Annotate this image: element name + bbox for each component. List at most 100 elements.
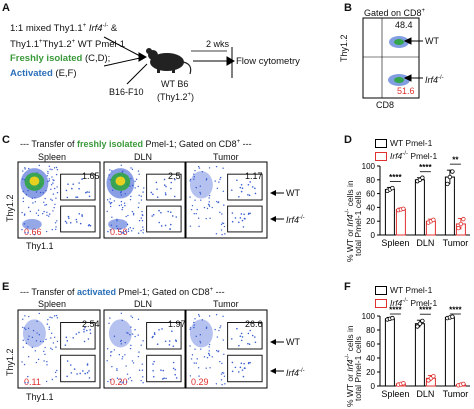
panel-c-plot-1-dot xyxy=(53,187,56,190)
panel-c-title: --- Transfer of freshly isolated Pmel-1;… xyxy=(20,137,252,149)
panel-e-plot-1-dot xyxy=(56,340,59,343)
readout-label: Flow cytometry xyxy=(236,56,300,67)
panel-c-plot-3-dot xyxy=(219,176,222,179)
panel-d-legend-wt-swatch xyxy=(375,139,387,149)
panel-b-gated: Gated on CD8+ xyxy=(364,6,425,18)
panel-b-ko-sup: -/- xyxy=(438,75,444,81)
panel-c-plot-3-dot xyxy=(217,201,220,203)
mix-line2-a: Thy1.1 xyxy=(10,39,40,51)
panel-e-plot-2-dot xyxy=(127,378,130,380)
panel-c-plot-2-dot xyxy=(127,230,130,233)
panel-e-plot-2-gate-dot xyxy=(153,333,156,336)
panel-c-plot-3-dot xyxy=(222,222,225,225)
panel-c-plot-1-dot xyxy=(47,172,49,175)
panel-e-plot-1-gate-dot xyxy=(86,371,89,374)
panel-e-plot-3-gate-dot xyxy=(240,332,243,335)
panel-e-plot-2-dot xyxy=(120,312,123,314)
panel-c-plot-2-gate-dot xyxy=(150,191,153,194)
panel-d-ytick-label: 80 xyxy=(366,176,375,185)
panel-e-plot-1-gate-top xyxy=(60,322,96,350)
panel-c-plot-1-dot xyxy=(55,166,58,169)
panel-c-plot-1-dot xyxy=(43,201,45,203)
panel-c-plot-3-gate-dot xyxy=(240,184,243,186)
panel-c-plot-2-dot xyxy=(111,216,113,218)
panel-e-plot-1-dot xyxy=(31,346,34,349)
panel-e-plot-2-gate-dot xyxy=(152,375,155,378)
panel-c-plot-2-gate-dot xyxy=(158,221,161,224)
panel-c-plot-3-dot xyxy=(221,213,223,215)
panel-c-plot-2-gate-dot xyxy=(163,178,166,181)
panel-c-plot-2-gate-dot xyxy=(155,181,158,184)
panel-e-plot-3-dot xyxy=(198,315,201,317)
panel-e-plot-1-dot xyxy=(35,340,38,342)
panel-f-legend-wt: WT Pmel-1 xyxy=(375,285,437,296)
panel-c-plot-2-dot xyxy=(141,219,144,222)
panel-c-plot-3-dot xyxy=(219,178,221,180)
panel-c-title-hl: freshly isolated xyxy=(77,139,144,149)
panel-e-plot-1-gate-dot xyxy=(76,373,78,375)
panel-e-plot-1-dot xyxy=(38,334,40,336)
panel-c-plot-1-dot xyxy=(22,200,25,203)
panel-e-plot-3-dot xyxy=(208,315,211,317)
panel-c-plot-1-dot xyxy=(54,203,56,206)
panel-e-plot-3-dot xyxy=(215,314,218,316)
panel-e-plot-2-gate-dot xyxy=(175,377,178,379)
panel-e-plot-2-dot xyxy=(119,380,122,383)
panel-c-plot-3-dot xyxy=(195,213,197,215)
panel-e-plot-1-dot xyxy=(22,318,24,320)
panel-e-plot-1-dot xyxy=(39,340,42,343)
panel-c-plot-2-dot xyxy=(123,232,125,235)
panel-e-plot-2-dot xyxy=(131,316,134,319)
panel-c-plot-1-gate-dot xyxy=(72,183,75,186)
host-line2-sup: + xyxy=(187,92,192,98)
panel-e-plot-1-dot xyxy=(32,329,35,332)
panel-e-plot-3-gate-dot xyxy=(254,341,257,344)
panel-b-wt-label: WT xyxy=(425,36,439,46)
panel-c-plot-3-dot xyxy=(221,222,224,224)
panel-e-plot-2-dot xyxy=(121,319,123,322)
panel-c-plot-3-dot xyxy=(208,204,210,206)
panel-c-plot-1-frame xyxy=(17,161,101,239)
panel-c-wt-label: WT xyxy=(286,188,300,198)
panel-b-bottom-value: 51.6 xyxy=(397,86,415,96)
mix-line2-sup2: + xyxy=(71,39,76,45)
panel-c-plot-2-dot xyxy=(118,204,121,207)
panel-e-plot-2-dot xyxy=(137,355,140,358)
panel-c-plot-3-dot xyxy=(198,167,201,169)
panel-e-plot-2-dot xyxy=(124,341,126,344)
panel-e-plot-3-dot xyxy=(206,357,209,359)
panel-e-plot-2-dot xyxy=(116,377,119,379)
panel-e-plot-3-gate-dot xyxy=(240,362,243,365)
panel-e-plot-3-gate-dot xyxy=(240,339,243,342)
panel-e-plot-3-dot xyxy=(199,340,201,342)
panel-e-plot-2-gate-bottom xyxy=(146,354,182,383)
panel-f-category-label: Spleen xyxy=(381,389,409,399)
panel-c-plot-2-dot xyxy=(134,180,136,182)
panel-c-plot-1-dot xyxy=(22,197,25,199)
panel-e-plot-3-dot xyxy=(208,354,211,357)
panel-c-plot-3-dot xyxy=(189,180,191,182)
panel-c-top-value-2: 2.5 xyxy=(168,171,181,181)
panel-c-bottom-value-1: 0.66 xyxy=(24,227,42,237)
panel-e-plot-2-dot xyxy=(109,317,111,319)
activated-tail: (E,F) xyxy=(52,68,77,79)
panel-d-point xyxy=(390,185,395,191)
panel-d-point xyxy=(420,175,425,180)
panel-e-plot-3-dot xyxy=(203,356,206,358)
panel-e-plot-1-gate-dot xyxy=(83,340,86,343)
panel-e-plot-2-dot xyxy=(118,353,121,356)
panel-e-plot-2-gate-dot xyxy=(172,367,175,370)
panel-c-plot-1-dot xyxy=(37,214,40,217)
panel-c-plot-3-dot xyxy=(220,223,223,226)
freshly-tail: (C,D); xyxy=(82,53,111,64)
panel-e-plot-1-dot xyxy=(53,315,56,317)
panel-c-plot-3-dot xyxy=(216,200,218,203)
panel-e-plot-1-gate-dot xyxy=(79,372,81,375)
panel-f-ytick-label: 20 xyxy=(366,368,375,377)
panel-e-plot-1-dot xyxy=(27,356,30,358)
panel-f-legend-ko-tail: Pmel-1 xyxy=(407,298,438,309)
panel-f-ytick-label: 80 xyxy=(366,326,375,335)
panel-e-plot-3-gate-dot xyxy=(251,334,254,337)
panel-a-mix-line2: Thy1.1+Thy1.2+ WT Pmel-1 xyxy=(10,37,125,50)
